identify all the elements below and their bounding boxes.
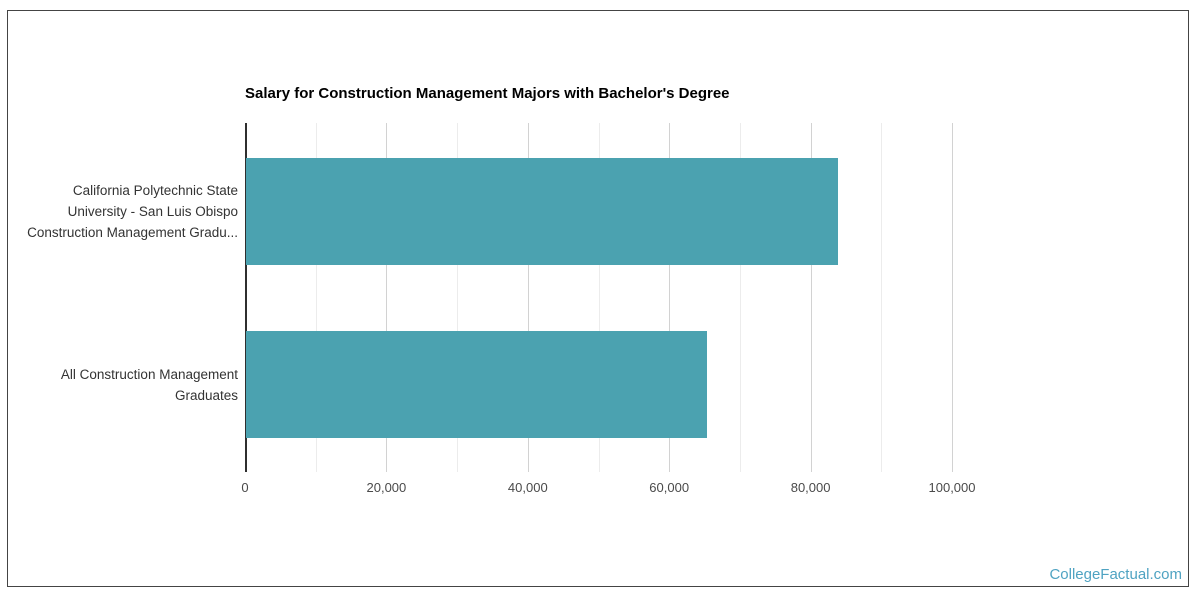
watermark-link[interactable]: CollegeFactual.com: [1049, 566, 1182, 583]
major-gridline: [386, 123, 388, 472]
x-tick-label: 60,000: [649, 480, 690, 495]
x-tick-label: 100,000: [928, 480, 976, 495]
salary-bar[interactable]: [246, 331, 707, 438]
x-tick-label: 80,000: [790, 480, 831, 495]
minor-gridline: [598, 123, 600, 472]
salary-bar[interactable]: [246, 158, 838, 265]
x-tick-label: 0: [241, 480, 249, 495]
x-tick-label: 40,000: [507, 480, 548, 495]
major-gridline: [952, 123, 953, 472]
x-tick-label: 20,000: [366, 480, 407, 495]
chart-title: Salary for Construction Management Major…: [245, 85, 730, 102]
y-axis-line: [245, 123, 247, 472]
minor-gridline: [457, 123, 459, 472]
minor-gridline: [315, 123, 317, 472]
major-gridline: [527, 123, 529, 472]
chart-frame: [7, 10, 1189, 587]
minor-gridline: [739, 123, 741, 472]
category-label: All Construction Management Graduates: [60, 367, 238, 403]
major-gridline: [669, 123, 671, 472]
major-gridline: [810, 123, 812, 472]
category-label: California Polytechnic State University -…: [27, 183, 238, 240]
minor-gridline: [881, 123, 883, 472]
